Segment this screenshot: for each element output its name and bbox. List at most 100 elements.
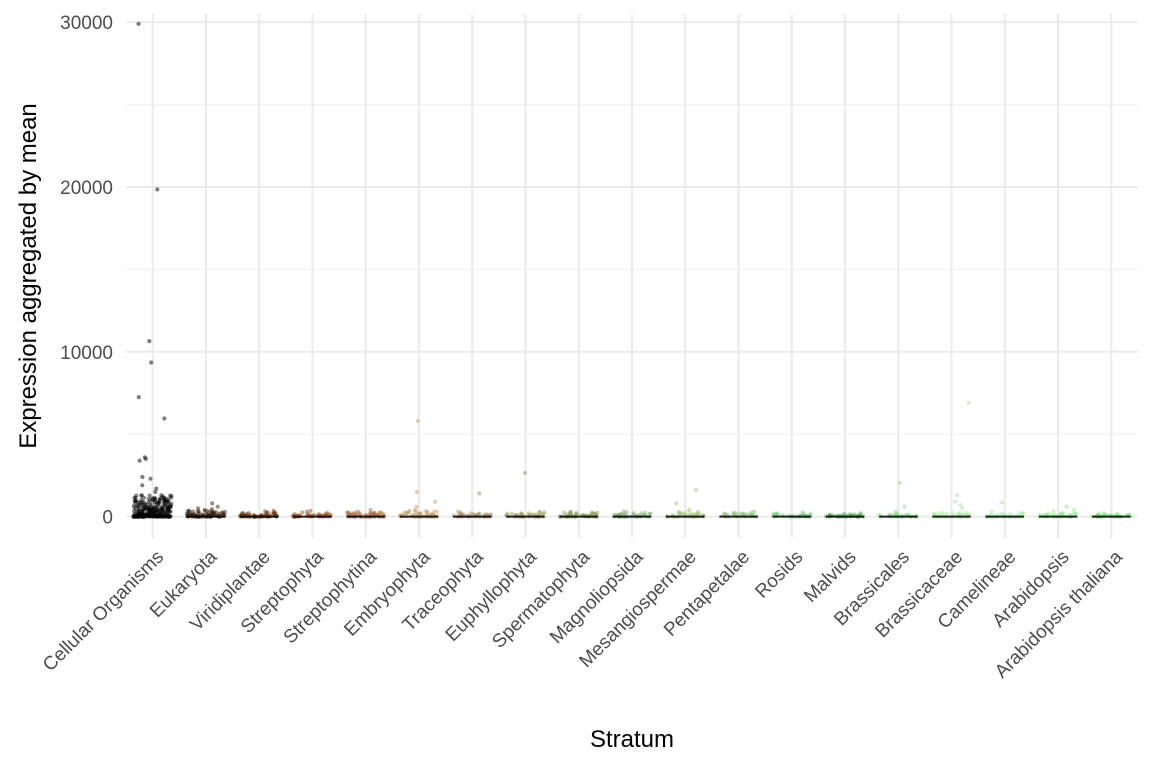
data-point: [308, 508, 313, 513]
data-point: [136, 511, 141, 517]
data-point: [417, 511, 422, 516]
data-point: [1059, 512, 1064, 517]
data-point: [157, 498, 162, 503]
data-point: [136, 511, 141, 516]
data-point: [153, 500, 158, 505]
data-point: [202, 507, 207, 513]
data-point: [162, 502, 167, 507]
stratum-points: [238, 508, 280, 519]
data-point: [241, 511, 246, 516]
data-point: [264, 510, 269, 515]
data-point: [158, 507, 163, 512]
data-point: [292, 511, 297, 517]
data-point: [676, 509, 681, 515]
data-point: [368, 511, 373, 516]
data-point: [156, 501, 161, 506]
data-point: [418, 511, 423, 516]
data-point: [456, 509, 461, 514]
data-point: [484, 512, 489, 517]
data-point: [774, 511, 779, 516]
data-point: [133, 500, 138, 505]
data-point: [135, 503, 140, 508]
data-point: [647, 511, 652, 516]
data-point: [325, 510, 330, 515]
data-point: [1071, 507, 1077, 513]
data-point: [134, 493, 139, 498]
data-point: [154, 503, 159, 508]
data-point: [999, 511, 1005, 516]
data-point: [591, 511, 596, 516]
data-point: [1058, 511, 1064, 517]
data-point: [159, 510, 164, 515]
data-point: [162, 512, 167, 517]
data-point: [168, 495, 173, 500]
data-point: [212, 510, 217, 515]
data-point: [139, 497, 144, 503]
data-point: [893, 509, 898, 514]
data-point: [1051, 509, 1056, 514]
data-point: [1064, 504, 1069, 509]
data-point: [505, 511, 510, 516]
data-point: [691, 511, 696, 517]
data-point: [196, 506, 201, 511]
data-point: [144, 501, 149, 507]
data-point: [435, 509, 440, 514]
data-point: [152, 509, 157, 514]
data-point: [688, 511, 693, 516]
data-point: [1074, 511, 1079, 517]
data-point: [1008, 512, 1013, 517]
data-point: [522, 470, 528, 475]
data-point: [955, 493, 960, 498]
data-point: [165, 506, 170, 511]
data-point: [150, 511, 155, 516]
data-point: [732, 511, 737, 516]
data-point: [574, 512, 579, 517]
data-point: [196, 511, 201, 517]
major-gridlines: [126, 14, 1138, 538]
data-point: [693, 488, 699, 493]
data-point: [140, 499, 145, 504]
data-point: [157, 510, 162, 515]
data-point: [957, 511, 963, 516]
data-point: [145, 512, 150, 517]
data-point: [141, 505, 147, 510]
data-point: [222, 512, 227, 517]
stratum-points: [931, 400, 973, 519]
data-point: [940, 510, 946, 516]
data-point: [683, 510, 688, 516]
stratum-points: [345, 507, 387, 519]
data-point: [166, 506, 171, 511]
data-point: [135, 509, 140, 515]
data-point: [589, 510, 595, 515]
data-point: [722, 511, 727, 516]
stratum-points: [131, 21, 174, 519]
data-point: [476, 511, 481, 517]
data-point: [154, 486, 159, 491]
data-point: [133, 507, 138, 512]
data-point: [132, 499, 137, 504]
data-point: [140, 511, 145, 516]
data-point: [595, 510, 600, 515]
data-point: [139, 493, 144, 498]
data-point: [165, 507, 170, 512]
data-point: [136, 21, 141, 26]
data-point: [164, 509, 169, 514]
data-point: [140, 510, 145, 515]
data-point: [247, 511, 252, 516]
data-point: [142, 507, 147, 512]
data-point: [155, 507, 160, 512]
data-point: [131, 503, 136, 508]
data-point: [160, 507, 166, 512]
x-axis-tick-labels: Cellular OrganismsEukaryotaViridiplantae…: [39, 546, 1127, 682]
data-point: [210, 501, 215, 506]
data-point: [159, 507, 164, 512]
data-point: [143, 506, 148, 511]
data-point: [964, 510, 969, 515]
data-point: [151, 506, 156, 511]
data-point: [425, 510, 430, 515]
data-point: [677, 512, 682, 517]
data-point: [897, 480, 902, 485]
data-point: [957, 512, 963, 517]
stratum-points: [451, 491, 493, 519]
data-point: [368, 507, 373, 513]
